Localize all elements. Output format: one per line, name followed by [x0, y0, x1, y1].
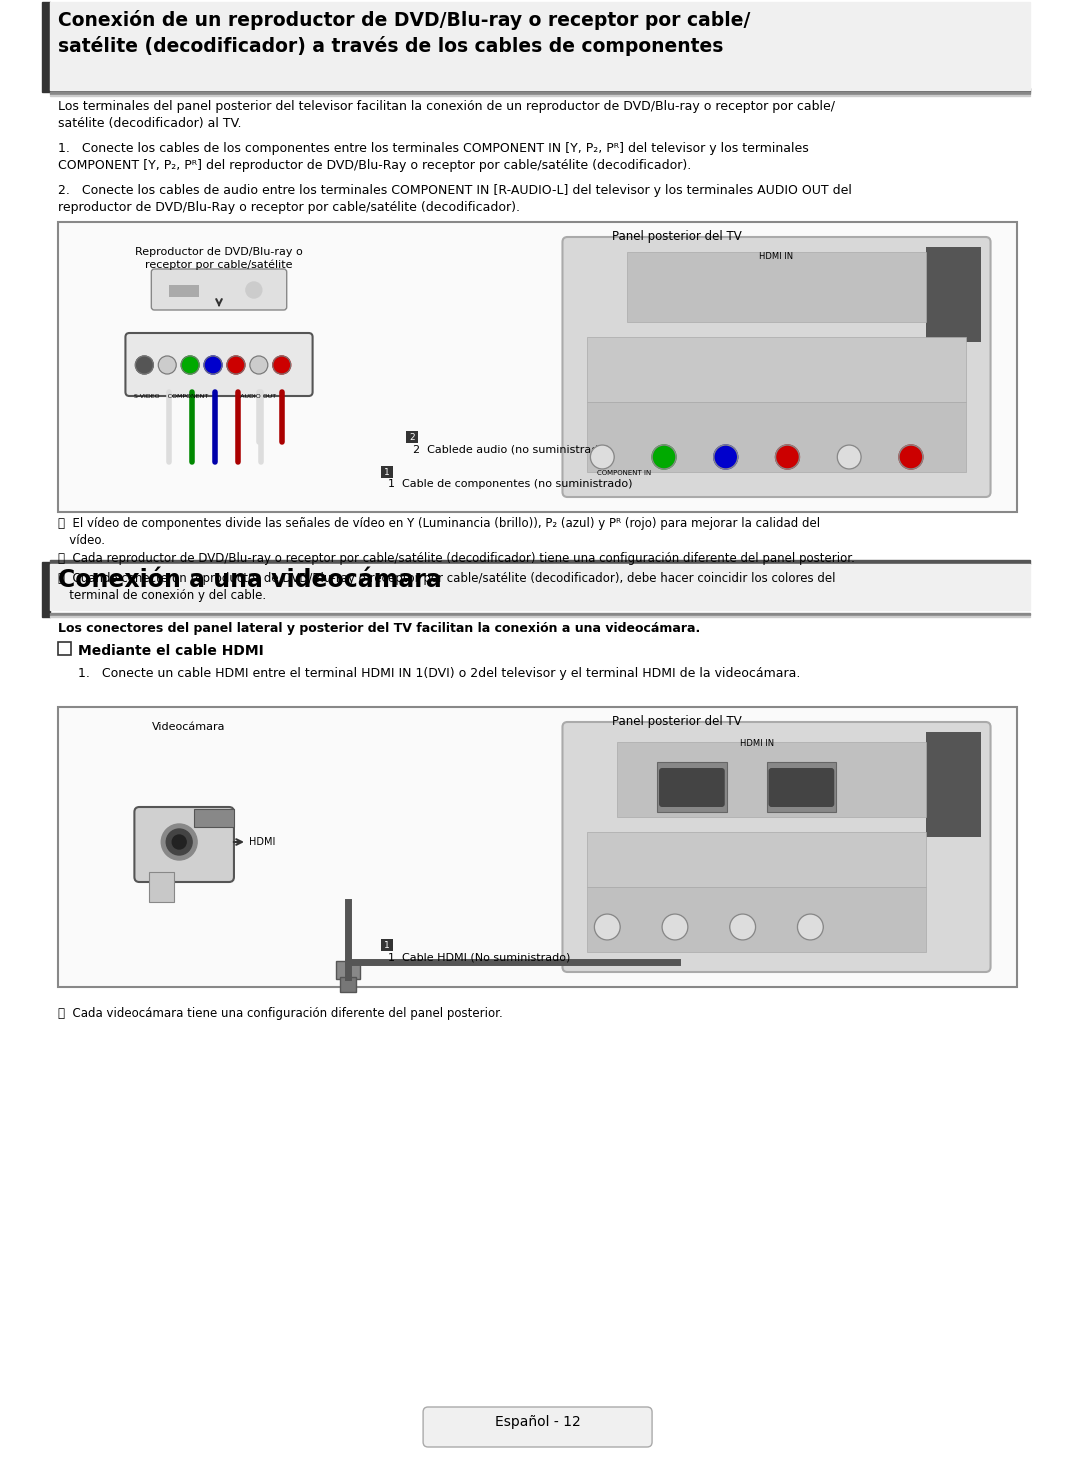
Text: 1  Cable de componentes (no suministrado): 1 Cable de componentes (no suministrado): [388, 479, 633, 489]
Text: Conexión a una videocámara: Conexión a una videocámara: [57, 568, 442, 591]
Circle shape: [797, 914, 823, 940]
Bar: [50, 87, 1030, 92]
Bar: [57, 222, 1017, 511]
Circle shape: [662, 914, 688, 940]
Bar: [381, 465, 393, 479]
Text: 1.   Conecte un cable HDMI entre el terminal HDMI IN 1(DVI) o 2del televisor y e: 1. Conecte un cable HDMI entre el termin…: [78, 667, 800, 680]
Bar: [381, 940, 393, 951]
Text: Videocámara: Videocámara: [152, 722, 226, 732]
Bar: [406, 431, 418, 443]
Bar: [50, 565, 1030, 611]
Bar: [926, 732, 981, 837]
Bar: [657, 762, 727, 812]
Circle shape: [899, 445, 922, 468]
Text: ⓘ  Cuando conecte un reproductor de DVD/Blu-ray o receptor por cable/satélite (d: ⓘ Cuando conecte un reproductor de DVD/B…: [57, 572, 835, 602]
FancyBboxPatch shape: [125, 333, 312, 396]
Text: 1: 1: [384, 468, 390, 477]
Bar: [42, 562, 50, 617]
Text: 2: 2: [409, 433, 415, 442]
Circle shape: [181, 356, 199, 373]
Bar: [149, 871, 174, 903]
Text: S-VIDEO    COMPONENT                AUDIO OUT: S-VIDEO COMPONENT AUDIO OUT: [134, 394, 276, 399]
Bar: [337, 960, 361, 980]
FancyBboxPatch shape: [134, 808, 234, 882]
Circle shape: [652, 445, 676, 468]
Bar: [170, 285, 199, 296]
Bar: [588, 336, 966, 402]
Text: ⓘ  Cada videocámara tiene una configuración diferente del panel posterior.: ⓘ Cada videocámara tiene una configuraci…: [57, 1006, 502, 1020]
FancyBboxPatch shape: [659, 768, 725, 808]
Text: Panel posterior del TV: Panel posterior del TV: [612, 230, 742, 243]
FancyBboxPatch shape: [423, 1406, 652, 1446]
Circle shape: [166, 828, 192, 855]
Circle shape: [159, 356, 176, 373]
Text: 2  Cablede audio (no suministrado): 2 Cablede audio (no suministrado): [414, 445, 609, 453]
Text: Mediante el cable HDMI: Mediante el cable HDMI: [78, 645, 264, 658]
Circle shape: [172, 834, 186, 849]
FancyBboxPatch shape: [563, 237, 990, 496]
Circle shape: [227, 356, 245, 373]
Bar: [50, 92, 1030, 93]
Circle shape: [161, 824, 198, 860]
Bar: [50, 1, 1030, 90]
Circle shape: [714, 445, 738, 468]
Text: Reproductor de DVD/Blu-ray o
receptor por cable/satélite: Reproductor de DVD/Blu-ray o receptor po…: [135, 247, 302, 270]
Bar: [50, 614, 1030, 615]
Text: ⓘ  Cada reproductor de DVD/Blu-ray o receptor por cable/satélite (decodificador): ⓘ Cada reproductor de DVD/Blu-ray o rece…: [57, 551, 854, 565]
Text: ⓘ  El vídeo de componentes divide las señales de vídeo en Y (Luminancia (brillo): ⓘ El vídeo de componentes divide las señ…: [57, 517, 820, 547]
FancyBboxPatch shape: [563, 722, 990, 972]
Bar: [340, 977, 356, 991]
Circle shape: [775, 445, 799, 468]
Bar: [588, 402, 966, 471]
Text: Los terminales del panel posterior del televisor facilitan la conexión de un rep: Los terminales del panel posterior del t…: [57, 99, 835, 130]
Bar: [767, 762, 836, 812]
Bar: [588, 888, 926, 951]
Bar: [50, 615, 1030, 617]
Circle shape: [594, 914, 620, 940]
Bar: [42, 1, 50, 92]
Circle shape: [135, 356, 153, 373]
Bar: [57, 642, 70, 655]
Text: COMPONENT IN: COMPONENT IN: [597, 470, 651, 476]
FancyBboxPatch shape: [151, 270, 286, 310]
Text: 1.   Conecte los cables de los componentes entre los terminales COMPONENT IN [Y,: 1. Conecte los cables de los componentes…: [57, 142, 809, 172]
Text: 2.   Conecte los cables de audio entre los terminales COMPONENT IN [R-AUDIO-L] d: 2. Conecte los cables de audio entre los…: [57, 184, 852, 213]
Circle shape: [837, 445, 861, 468]
Bar: [618, 742, 926, 817]
Circle shape: [204, 356, 222, 373]
Text: 1  Cable HDMI (No suministrado): 1 Cable HDMI (No suministrado): [388, 951, 570, 962]
Circle shape: [730, 914, 756, 940]
FancyBboxPatch shape: [769, 768, 834, 808]
Bar: [57, 707, 1017, 987]
Bar: [627, 252, 926, 322]
Text: Panel posterior del TV: Panel posterior del TV: [612, 714, 742, 728]
Text: Español - 12: Español - 12: [495, 1415, 580, 1429]
Circle shape: [249, 356, 268, 373]
Circle shape: [246, 282, 261, 298]
Text: HDMI: HDMI: [248, 837, 275, 848]
Bar: [50, 95, 1030, 96]
Text: 1: 1: [384, 941, 390, 950]
Text: Conexión de un reproductor de DVD/Blu-ray o receptor por cable/
satélite (decodi: Conexión de un reproductor de DVD/Blu-ra…: [57, 10, 751, 56]
Bar: [194, 809, 234, 827]
Bar: [50, 560, 1030, 565]
Circle shape: [273, 356, 291, 373]
Bar: [926, 247, 981, 342]
Text: HDMI IN: HDMI IN: [740, 740, 773, 748]
Text: HDMI IN: HDMI IN: [759, 252, 794, 261]
Circle shape: [591, 445, 615, 468]
Text: Los conectores del panel lateral y posterior del TV facilitan la conexión a una : Los conectores del panel lateral y poste…: [57, 622, 700, 634]
Bar: [588, 831, 926, 888]
